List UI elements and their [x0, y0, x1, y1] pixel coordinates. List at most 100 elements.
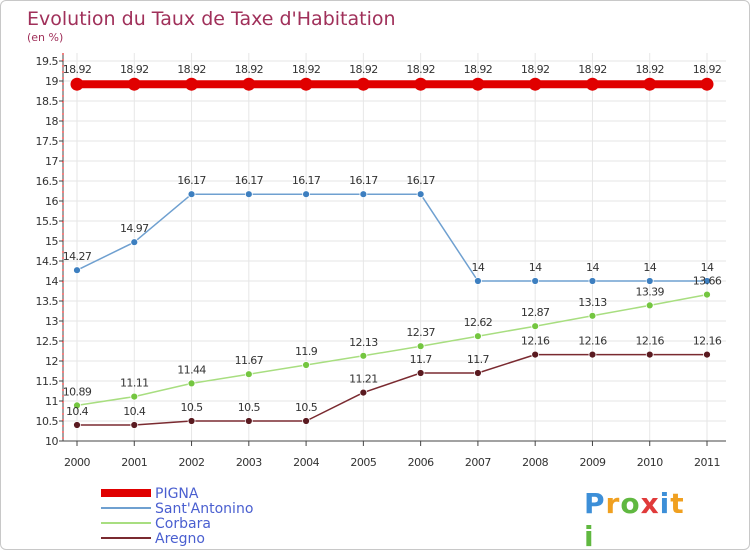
data-point — [531, 277, 540, 285]
data-label: 11.21 — [349, 373, 378, 386]
data-label: 16.17 — [406, 174, 435, 187]
x-tick-label: 2010 — [637, 456, 663, 469]
data-label: 13.39 — [635, 285, 664, 298]
data-label: 12.13 — [349, 336, 378, 349]
data-label: 12.16 — [521, 335, 550, 348]
y-tick-label: 16 — [45, 195, 58, 208]
data-label: 12.37 — [406, 326, 435, 339]
data-point — [474, 277, 482, 285]
series-0: 18.92 18.92 18.92 18.92 18.92 18.92 18.92 18.92… — [63, 63, 722, 91]
data-label: 14 — [701, 261, 714, 274]
data-label: 11.9 — [295, 345, 318, 358]
data-point — [359, 388, 368, 397]
data-point — [130, 392, 139, 401]
data-point — [242, 77, 256, 91]
y-tick-label: 10 — [45, 435, 58, 448]
x-tick-label: 2007 — [465, 456, 491, 469]
data-point — [130, 238, 139, 247]
data-point — [414, 77, 428, 91]
y-tick-label: 19 — [45, 75, 58, 88]
data-label: 18.92 — [292, 63, 321, 76]
legend-label: Aregno — [155, 531, 205, 547]
data-point — [359, 190, 368, 199]
data-point — [356, 77, 370, 91]
y-tick-label: 18.5 — [36, 95, 59, 108]
data-label: 18.92 — [177, 63, 206, 76]
data-label: 14 — [529, 261, 542, 274]
chart-subtitle: (en %) — [27, 31, 63, 44]
data-point — [585, 77, 599, 91]
series-1: 14.27 14.97 16.17 16.17 16.17 16.17 16.17 14 14 1… — [63, 174, 715, 285]
logo-letter: x — [640, 487, 660, 520]
x-tick-label: 2000 — [64, 456, 90, 469]
x-tick-label: 2003 — [236, 456, 262, 469]
logo-letter: t — [670, 487, 685, 520]
logo-letter: i — [584, 520, 595, 550]
data-point — [299, 77, 313, 91]
series-3: 10.4 10.4 10.5 10.5 10.5 11.21 11.7 11.7 12.16 12… — [66, 335, 722, 429]
data-point — [703, 350, 711, 359]
data-label: 10.5 — [238, 401, 261, 414]
data-point — [302, 417, 310, 425]
x-tick-label: 2001 — [121, 456, 147, 469]
data-label: 11.11 — [120, 377, 149, 390]
data-point — [244, 370, 253, 379]
x-tick-label: 2008 — [522, 456, 548, 469]
chart-title: Evolution du Taux de Taxe d'Habitation — [27, 8, 396, 30]
data-label: 18.92 — [120, 63, 149, 76]
data-point — [416, 342, 425, 351]
legend-label: Sant'Antonino — [155, 501, 253, 517]
grid-layer — [63, 53, 726, 442]
data-point — [130, 421, 139, 429]
data-point — [244, 417, 253, 425]
data-point — [302, 190, 310, 199]
x-tick-label: 2004 — [293, 456, 319, 469]
data-label: 13.13 — [578, 296, 607, 309]
data-label: 12.16 — [635, 335, 664, 348]
y-tick-label: 16.5 — [36, 175, 59, 188]
data-label: 10.5 — [180, 401, 203, 414]
data-label: 16.17 — [235, 174, 264, 187]
data-point — [531, 350, 540, 359]
logo-letter: P — [584, 487, 606, 520]
data-point — [588, 277, 597, 285]
data-point — [187, 379, 196, 388]
data-point — [187, 190, 196, 199]
data-point — [528, 77, 542, 91]
logo-letter: r — [605, 487, 621, 520]
data-label: 11.7 — [410, 353, 433, 366]
y-tick-label: 17.5 — [36, 135, 59, 148]
y-tick-label: 15.5 — [36, 215, 59, 228]
x-tick-label: 2009 — [579, 456, 605, 469]
data-label: 14.27 — [63, 250, 92, 263]
data-label: 14 — [643, 261, 656, 274]
data-point — [185, 77, 199, 91]
data-label: 18.92 — [406, 63, 435, 76]
logo-letter: i — [659, 487, 671, 520]
data-point — [359, 351, 368, 360]
y-tick-label: 12.5 — [36, 335, 59, 348]
data-label: 11.67 — [235, 354, 264, 367]
axis-layer: 10 10.5 11 11.5 12 12.5 13 13.5 14 14.5 15 15.5 16 16… — [36, 53, 726, 469]
proxiti-logo: Proxiti — [584, 487, 694, 549]
series-layer: 18.92 18.92 18.92 18.92 18.92 18.92 18.92 18.92… — [63, 63, 722, 429]
data-point — [471, 77, 485, 91]
data-label: 10.5 — [295, 401, 318, 414]
x-tick-label: 2006 — [408, 456, 434, 469]
series-line — [77, 353, 707, 426]
y-tick-label: 10.5 — [36, 415, 59, 428]
data-point — [73, 266, 81, 275]
data-label: 14.97 — [120, 222, 149, 235]
data-point — [703, 290, 711, 299]
data-label: 16.17 — [177, 174, 206, 187]
data-label: 12.16 — [578, 335, 607, 348]
data-label: 18.92 — [635, 63, 664, 76]
data-point — [643, 77, 657, 91]
data-label: 18.92 — [693, 63, 722, 76]
data-point — [73, 421, 81, 429]
y-tick-label: 15 — [45, 235, 58, 248]
series-2: 10.89 11.11 11.44 11.67 11.9 12.13 12.37 12.62 1… — [63, 275, 722, 410]
